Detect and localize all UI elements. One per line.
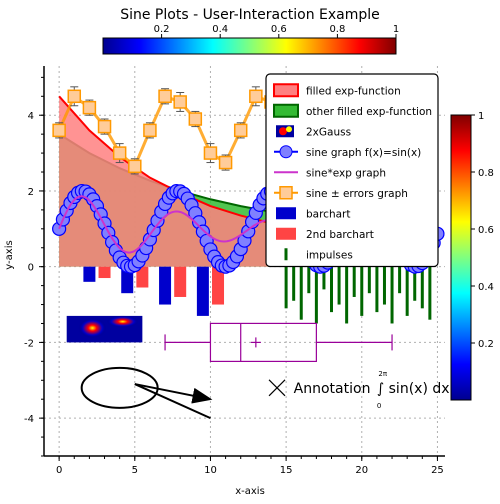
errorbar-marker — [128, 159, 142, 174]
boxplot — [164, 322, 393, 363]
legend-label: 2xGauss — [306, 126, 351, 138]
y-tick-label: -2 — [24, 338, 34, 349]
y-tick-label: 4 — [28, 111, 34, 122]
annotation-integral-upper: 2π — [378, 370, 387, 378]
errorbar-marker — [52, 123, 66, 138]
legend-icon — [276, 227, 296, 240]
y-tick-label: -4 — [24, 414, 34, 425]
right-cb-tick-label: 1 — [478, 111, 484, 122]
top-colorbar-ticks: 0.2 0.4 0.6 0.8 1 — [154, 24, 399, 38]
top-colorbar: 0.2 0.4 0.6 0.8 1 — [102, 24, 399, 55]
errorbar-marker — [82, 100, 97, 115]
legend-label: filled exp-function — [306, 85, 401, 97]
legend-label: sine graph f(x)=sin(x) — [306, 147, 421, 159]
errorbar-marker — [249, 89, 263, 104]
bar — [212, 266, 225, 305]
legend-icon-marker — [279, 186, 293, 200]
legend-item: impulses — [284, 248, 353, 261]
top-cb-tick-label: 0.4 — [212, 24, 228, 35]
top-colorbar-gradient — [102, 37, 397, 55]
errorbar-marker — [97, 119, 112, 134]
errorbar-marker — [112, 146, 127, 160]
right-cb-tick-label: 0.2 — [478, 339, 494, 350]
legend: filled exp-function other filled exp-func… — [265, 73, 439, 268]
legend-label: sine*exp graph — [306, 167, 386, 179]
legend-box — [265, 73, 439, 268]
y-tick-label: 0 — [28, 263, 34, 274]
errorbar-marker — [173, 95, 187, 109]
right-cb-tick-label: 0.4 — [478, 282, 494, 293]
x-tick-label: 15 — [280, 465, 293, 476]
legend-item: sine*exp graph — [274, 167, 386, 179]
bar — [159, 266, 172, 305]
axes: 0 5 10 15 20 25 -4 -2 0 2 4 — [24, 66, 445, 476]
annotation-text: Annotation — [294, 381, 371, 397]
chart-title: Sine Plots - User-Interaction Example — [120, 7, 380, 23]
annotation-cross — [268, 379, 286, 397]
legend-icon — [273, 83, 299, 98]
x-tick-label: 20 — [355, 465, 368, 476]
annotation-arrow — [134, 383, 213, 404]
errorbar-marker — [203, 146, 218, 160]
legend-item: 2xGauss — [276, 125, 351, 138]
legend-item: sine ± errors graph — [274, 186, 408, 200]
legend-item: sine graph f(x)=sin(x) — [274, 145, 421, 159]
errorbar-marker — [233, 123, 248, 138]
errorbar-marker — [67, 89, 82, 104]
legend-label: 2nd barchart — [306, 229, 374, 241]
area-fill — [59, 96, 271, 267]
legend-icon-marker — [279, 145, 293, 159]
x-tick-label: 25 — [431, 465, 444, 476]
bar — [121, 266, 134, 294]
gauss-blob — [78, 318, 107, 339]
x-tick-label: 0 — [56, 465, 62, 476]
legend-item: 2nd barchart — [276, 227, 374, 241]
right-colorbar: 0.2 0.4 0.6 0.8 1 — [450, 111, 494, 401]
gauss-image — [66, 315, 143, 343]
top-cb-tick-label: 1 — [393, 24, 399, 35]
y-axis-label: y-axis — [4, 240, 15, 269]
annotation-line — [134, 383, 211, 420]
legend-icon-dot — [279, 127, 287, 136]
area-edge — [58, 95, 272, 225]
bar — [174, 266, 187, 297]
annotation-integral: ∫ sin(x) dx — [377, 381, 450, 397]
legend-icon-dot — [286, 126, 292, 133]
legend-item: barchart — [276, 207, 350, 220]
x-axis-label: x-axis — [235, 486, 265, 497]
annotation-ellipse — [80, 366, 159, 409]
top-cb-tick-label: 0.8 — [329, 24, 345, 35]
legend-label: impulses — [306, 249, 353, 261]
errorbar-marker — [188, 112, 203, 126]
legend-label: sine ± errors graph — [306, 188, 408, 200]
x-tick-label: 5 — [132, 465, 138, 476]
box-body — [209, 322, 317, 363]
bar — [136, 266, 149, 288]
x-tick-label: 10 — [204, 465, 217, 476]
right-colorbar-gradient — [450, 114, 472, 401]
bar — [196, 266, 209, 316]
legend-item: other filled exp-function — [273, 103, 432, 118]
bar — [98, 266, 111, 279]
legend-icon — [273, 103, 299, 118]
right-cb-tick-label: 0.6 — [478, 225, 494, 236]
legend-label: barchart — [306, 208, 350, 220]
y-tick-label: 2 — [28, 187, 34, 198]
bar — [83, 266, 96, 282]
right-colorbar-ticks: 0.2 0.4 0.6 0.8 1 — [471, 111, 494, 350]
annotation-integral-lower: 0 — [377, 402, 381, 410]
legend-icon — [276, 207, 296, 220]
errorbar-marker — [143, 123, 157, 138]
right-cb-tick-label: 0.8 — [478, 168, 494, 179]
errorbar-marker — [218, 155, 233, 170]
top-cb-tick-label: 0.6 — [271, 24, 287, 35]
legend-label: other filled exp-function — [306, 106, 432, 118]
gauss-blob — [106, 315, 139, 328]
top-cb-tick-label: 0.2 — [154, 24, 170, 35]
legend-item: filled exp-function — [273, 83, 401, 98]
errorbar-marker — [158, 89, 172, 104]
